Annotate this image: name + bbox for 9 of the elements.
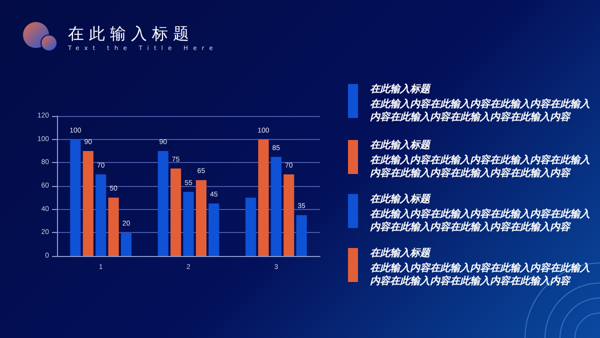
text: 在此输入内容在此输入内容在此输入内容在此输入内容在此输入内容在此输入内容在此输入内容: [370, 208, 591, 234]
text: 在此输入内容在此输入内容在此输入内容在此输入内容在此输入内容在此输入内容在此输入内容: [370, 262, 591, 288]
chart-title: 在此输入标题: [68, 24, 194, 45]
text: 在此输入标题: [370, 82, 430, 96]
text: 在此输入标题: [370, 138, 430, 152]
text: 在此输入标题: [370, 192, 430, 206]
text: 在此输入标题: [370, 246, 430, 260]
text: 在此输入内容在此输入内容在此输入内容在此输入内容在此输入内容在此输入内容在此输入内容: [370, 154, 591, 180]
text: 在此输入内容在此输入内容在此输入内容在此输入内容在此输入内容在此输入内容在此输入内容: [370, 98, 591, 124]
